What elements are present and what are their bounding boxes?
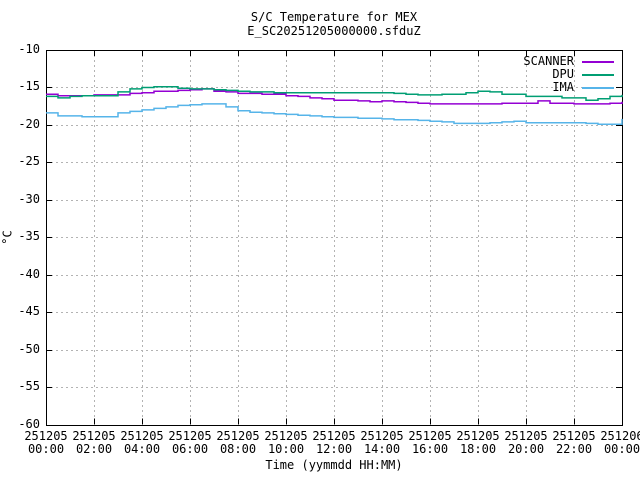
y-tick-label: -30	[18, 191, 40, 206]
x-tick-date: 251206	[600, 429, 640, 443]
x-tick-label: 251205 02:00	[64, 430, 124, 456]
x-tick-time: 00:00	[27, 442, 65, 456]
x-tick-time: 12:00	[315, 442, 353, 456]
x-tick-date: 251205	[312, 429, 356, 443]
x-tick-date: 251205	[168, 429, 212, 443]
x-tick-time: 14:00	[363, 442, 401, 456]
x-tick-time: 00:00	[603, 442, 640, 456]
x-tick-label: 251205 16:00	[400, 430, 460, 456]
legend-line-dpu	[582, 73, 614, 76]
x-tick-label: 251205 10:00	[256, 430, 316, 456]
x-tick-date: 251205	[216, 429, 260, 443]
legend-line-ima	[582, 86, 614, 89]
x-tick-time: 02:00	[75, 442, 113, 456]
x-tick-label: 251205 12:00	[304, 430, 364, 456]
legend-label-ima: IMA	[552, 80, 574, 94]
x-tick-label: 251205 22:00	[544, 430, 604, 456]
y-tick-label: -60	[18, 416, 40, 431]
x-tick-date: 251205	[408, 429, 452, 443]
x-tick-label: 251205 20:00	[496, 430, 556, 456]
y-tick-label: -50	[18, 341, 40, 356]
x-tick-date: 251205	[360, 429, 404, 443]
x-tick-time: 08:00	[219, 442, 257, 456]
legend-line-scanner	[582, 60, 614, 63]
x-tick-label: 251205 04:00	[112, 430, 172, 456]
y-tick-label: -25	[18, 154, 40, 169]
x-tick-date: 251205	[264, 429, 308, 443]
x-tick-time: 10:00	[267, 442, 305, 456]
x-tick-label: 251205 18:00	[448, 430, 508, 456]
series-line-ima	[46, 103, 623, 125]
y-tick-label: -55	[18, 379, 40, 394]
x-tick-time: 06:00	[171, 442, 209, 456]
y-tick-label: -45	[18, 304, 40, 319]
x-tick-label: 251205 06:00	[160, 430, 220, 456]
x-tick-date: 251205	[456, 429, 500, 443]
x-tick-label: 251206 00:00	[592, 430, 640, 456]
x-tick-date: 251205	[24, 429, 68, 443]
y-tick-label: -40	[18, 266, 40, 281]
legend-label-scanner: SCANNER	[523, 54, 574, 68]
y-tick-label: -35	[18, 229, 40, 244]
series-line-scanner	[46, 88, 623, 105]
x-tick-time: 22:00	[555, 442, 593, 456]
series-line-dpu	[46, 85, 623, 101]
legend-label-dpu: DPU	[552, 67, 574, 81]
x-tick-time: 04:00	[123, 442, 161, 456]
x-tick-label: 251205 14:00	[352, 430, 412, 456]
x-tick-date: 251205	[72, 429, 116, 443]
legend-item-dpu: DPU	[450, 68, 614, 81]
y-tick-label: -20	[18, 116, 40, 131]
chart-title: S/C Temperature for MEX	[250, 10, 418, 24]
x-axis-label: Time (yymmdd HH:MM)	[265, 458, 403, 472]
legend-item-scanner: SCANNER	[450, 55, 614, 68]
x-tick-date: 251205	[120, 429, 164, 443]
x-tick-time: 16:00	[411, 442, 449, 456]
chart-subtitle: E_SC20251205000000.sfduZ	[247, 24, 421, 38]
x-tick-time: 20:00	[507, 442, 545, 456]
y-tick-label: -10	[18, 42, 40, 56]
x-tick-label: 251205 08:00	[208, 430, 268, 456]
x-tick-time: 18:00	[459, 442, 497, 456]
legend: SCANNER DPU IMA	[450, 55, 614, 94]
x-tick-label: 251205 00:00	[16, 430, 76, 456]
y-tick-label: -15	[18, 79, 40, 94]
x-tick-date: 251205	[552, 429, 596, 443]
legend-item-ima: IMA	[450, 81, 614, 94]
x-tick-date: 251205	[504, 429, 548, 443]
